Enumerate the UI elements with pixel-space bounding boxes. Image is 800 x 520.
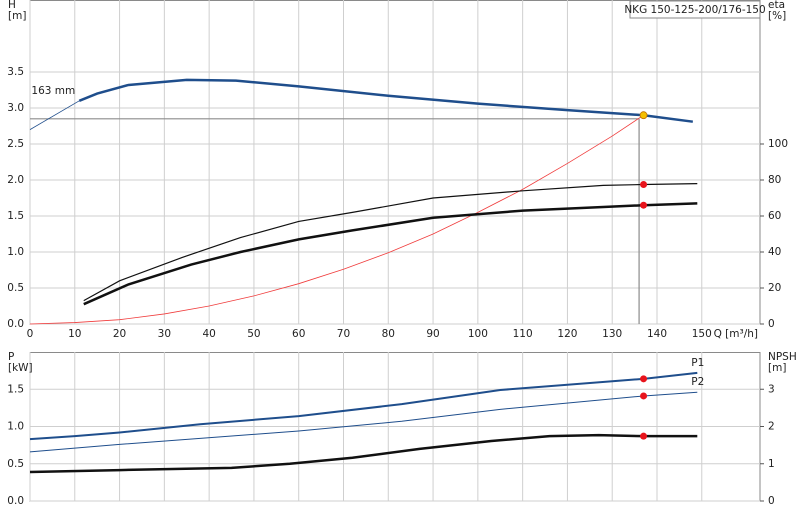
y2-axis-label: [%] bbox=[768, 10, 786, 22]
x-tick-label: 0 bbox=[27, 328, 34, 340]
y2-tick-label: 60 bbox=[768, 210, 781, 222]
curve bbox=[29, 371, 698, 441]
y-tick-label: 2.5 bbox=[7, 138, 24, 150]
y2-tick-label: 100 bbox=[768, 138, 788, 150]
y-axis-label: [m] bbox=[8, 10, 26, 22]
x-tick-label: 100 bbox=[468, 328, 488, 340]
plot-frame bbox=[29, 0, 761, 325]
y2-tick-label: 20 bbox=[768, 282, 781, 294]
x-tick-label: 130 bbox=[602, 328, 622, 340]
x-tick-label: 60 bbox=[292, 328, 305, 340]
duty-point bbox=[640, 201, 648, 209]
y-tick-label: 2.0 bbox=[7, 174, 24, 186]
curve bbox=[29, 100, 80, 130]
duty-point bbox=[640, 432, 648, 440]
x-tick-label: 90 bbox=[426, 328, 439, 340]
model-title: NKG 150-125-200/176-150 bbox=[624, 4, 765, 16]
y-tick-label: 1.5 bbox=[7, 210, 24, 222]
y-tick-label: 3.0 bbox=[7, 102, 24, 114]
curve bbox=[83, 183, 698, 302]
duty-point bbox=[640, 181, 648, 188]
y-tick-label: 0.5 bbox=[7, 458, 24, 470]
y-tick-label: 1.5 bbox=[7, 383, 24, 395]
y2-axis-label: eta bbox=[768, 0, 785, 11]
curve bbox=[83, 202, 698, 306]
x-tick-label: 50 bbox=[247, 328, 260, 340]
curve-label: 163 mm bbox=[31, 85, 75, 97]
curve bbox=[29, 114, 644, 325]
curve bbox=[78, 78, 693, 123]
x-tick-label: 80 bbox=[382, 328, 395, 340]
duty-point bbox=[640, 392, 648, 400]
y-axis-label: P bbox=[8, 351, 14, 363]
x-tick-label: 40 bbox=[202, 328, 215, 340]
y-tick-label: 0.5 bbox=[7, 282, 24, 294]
x-axis-label: Q [m³/h] bbox=[714, 328, 758, 340]
x-tick-label: 150 bbox=[692, 328, 712, 340]
y-tick-label: 1.0 bbox=[7, 421, 24, 433]
x-tick-label: 110 bbox=[513, 328, 533, 340]
y-axis-label: H bbox=[8, 0, 16, 11]
y2-tick-label: 40 bbox=[768, 246, 781, 258]
x-tick-label: 10 bbox=[68, 328, 81, 340]
y-tick-label: 0.0 bbox=[7, 318, 24, 330]
curve bbox=[29, 433, 698, 474]
y2-tick-label: 2 bbox=[768, 421, 775, 433]
y2-tick-label: 0 bbox=[768, 495, 775, 507]
x-tick-label: 20 bbox=[113, 328, 126, 340]
y2-tick-label: 3 bbox=[768, 383, 775, 395]
y2-axis-label: NPSH bbox=[768, 351, 797, 363]
y2-tick-label: 80 bbox=[768, 174, 781, 186]
y2-tick-label: 0 bbox=[768, 318, 775, 330]
duty-point bbox=[640, 375, 648, 383]
model-box bbox=[629, 0, 761, 19]
curve-label: P1 bbox=[691, 357, 704, 369]
curve-label: P2 bbox=[691, 376, 704, 388]
x-tick-label: 30 bbox=[158, 328, 171, 340]
curve bbox=[29, 391, 698, 453]
y2-axis-label: [m] bbox=[768, 362, 786, 374]
duty-point bbox=[639, 111, 648, 120]
x-tick-label: 70 bbox=[337, 328, 350, 340]
y-tick-label: 1.0 bbox=[7, 246, 24, 258]
y2-tick-label: 1 bbox=[768, 458, 775, 470]
y-axis-label: [kW] bbox=[8, 362, 33, 374]
y-tick-label: 0.0 bbox=[7, 495, 24, 507]
x-tick-label: 120 bbox=[557, 328, 577, 340]
y-tick-label: 3.5 bbox=[7, 66, 24, 78]
x-tick-label: 140 bbox=[647, 328, 667, 340]
